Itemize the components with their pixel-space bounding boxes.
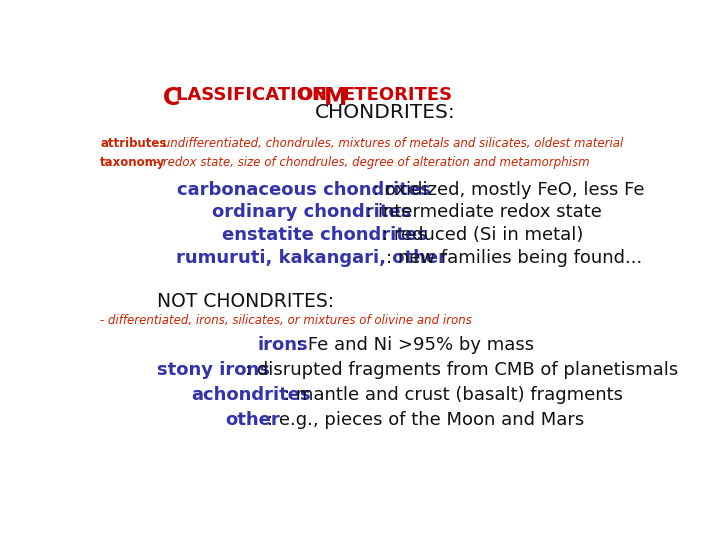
Text: irons: irons xyxy=(257,336,307,354)
Text: stony irons: stony irons xyxy=(158,361,270,380)
Text: C: C xyxy=(163,86,180,110)
Text: taxonomy: taxonomy xyxy=(100,156,166,169)
Text: - differentiated, irons, silicates, or mixtures of olivine and irons: - differentiated, irons, silicates, or m… xyxy=(100,314,472,327)
Text: attributes: attributes xyxy=(100,137,166,150)
Text: : mantle and crust (basalt) fragments: : mantle and crust (basalt) fragments xyxy=(284,386,623,404)
Text: : Fe and Ni >95% by mass: : Fe and Ni >95% by mass xyxy=(297,336,534,354)
Text: : intermediate redox state: : intermediate redox state xyxy=(366,204,602,221)
Text: NOT CHONDRITES:: NOT CHONDRITES: xyxy=(157,292,334,311)
Text: carbonaceous chondrites: carbonaceous chondrites xyxy=(176,180,431,199)
Text: achondrites: achondrites xyxy=(192,386,311,404)
Text: M: M xyxy=(324,86,347,110)
Text: - undifferentiated, chondrules, mixtures of metals and silicates, oldest materia: - undifferentiated, chondrules, mixtures… xyxy=(151,137,624,150)
Text: : oxidized, mostly FeO, less Fe: : oxidized, mostly FeO, less Fe xyxy=(373,180,645,199)
Text: LASSIFICATION: LASSIFICATION xyxy=(176,86,333,104)
Text: ordinary chondrites: ordinary chondrites xyxy=(212,204,411,221)
Text: OF: OF xyxy=(298,86,331,104)
Text: ETEORITES: ETEORITES xyxy=(342,86,452,104)
Text: : reduced (Si in metal): : reduced (Si in metal) xyxy=(382,226,583,244)
Text: - redox state, size of chondrules, degree of alteration and metamorphism: - redox state, size of chondrules, degre… xyxy=(150,156,590,169)
Text: CHONDRITES:: CHONDRITES: xyxy=(315,103,455,122)
Text: enstatite chondrites: enstatite chondrites xyxy=(222,226,428,244)
Text: : e.g., pieces of the Moon and Mars: : e.g., pieces of the Moon and Mars xyxy=(267,411,585,429)
Text: : new families being found...: : new families being found... xyxy=(386,249,642,267)
Text: : disrupted fragments from CMB of planetismals: : disrupted fragments from CMB of planet… xyxy=(245,361,678,380)
Text: other: other xyxy=(225,411,279,429)
Text: rumuruti, kakangari, other: rumuruti, kakangari, other xyxy=(176,249,447,267)
